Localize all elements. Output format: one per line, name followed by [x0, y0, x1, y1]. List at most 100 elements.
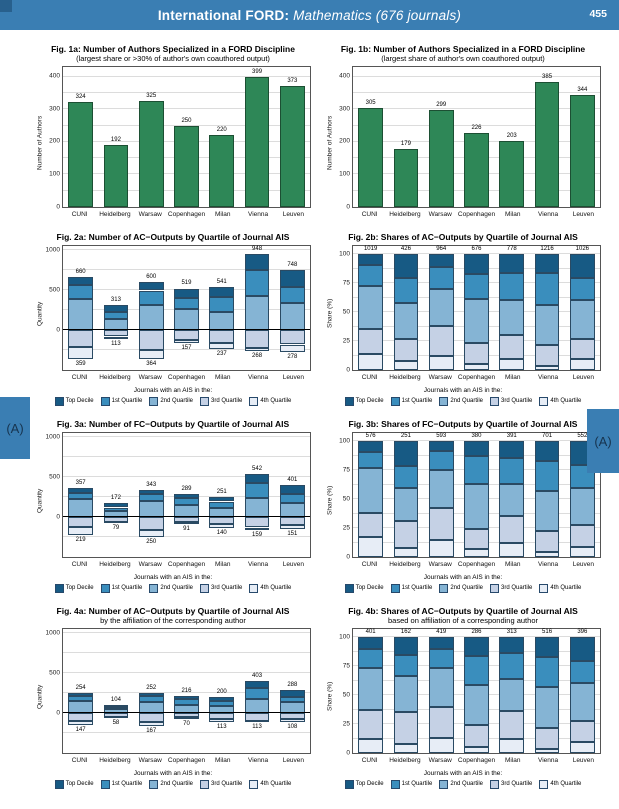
bar-segment-q2 [280, 502, 305, 517]
total-label: 162 [400, 629, 411, 636]
value-label-positive: 289 [181, 485, 192, 492]
bar-segment-q2 [570, 488, 595, 526]
legend-title: Journals with an AIS in the: [423, 387, 503, 394]
legend-swatch-q4 [539, 584, 549, 593]
y-tick-label: 25 [342, 336, 350, 344]
legend-items: Top Decile 1st Quartile 2nd Quartile 3rd Qu… [35, 780, 311, 789]
bar-segment-q1 [499, 458, 525, 484]
bar-segment-q1 [103, 507, 129, 512]
total-label: 778 [506, 246, 517, 253]
legend-label: 2nd Quartile [160, 398, 193, 404]
bar-segment-q3 [358, 329, 383, 354]
legend-label: 3rd Quartile [211, 585, 243, 591]
x-category-label: Warsaw [428, 374, 452, 381]
x-axis-labels: CUNI Heidelberg Warsaw Copenhagen Milan Vienn… [62, 373, 311, 382]
y-axis-label: Quantity [36, 684, 44, 709]
gridline [353, 108, 600, 110]
plot-area: 0 25 50 75 100 401 162 419 286 313 516 396 [339, 628, 601, 755]
bar-group-cuni: 576 [358, 433, 383, 557]
bar-segment-q4 [464, 364, 489, 370]
total-label: 1026 [575, 246, 590, 253]
x-category-label: CUNI [71, 561, 88, 568]
value-label-negative: 113 [216, 724, 227, 731]
bar-segment-green [244, 77, 270, 207]
legend-swatch-q3 [200, 780, 209, 789]
x-category-label: Copenhagen [167, 374, 206, 381]
bar-segment-q3 [280, 713, 305, 719]
bar-segment-q3 [428, 706, 454, 739]
value-label: 373 [287, 77, 298, 84]
legend-items: Top Decile 1st Quartile 2nd Quartile 3rd Qu… [35, 584, 311, 593]
value-label-negative: 113 [252, 724, 262, 731]
bar-group-leuven: 748 278 [280, 246, 305, 370]
legend-swatch-q1 [390, 780, 400, 789]
side-tab-left[interactable]: (A) [0, 397, 30, 459]
figure-2a: Fig. 2a: Number of AC−Outputs by Quartil… [35, 232, 311, 406]
bar-segment-top [103, 304, 129, 313]
legend-item-q4: 4th Quartile [249, 584, 291, 593]
y-tick-label: 0 [346, 365, 350, 373]
legend-swatch-q3 [490, 584, 499, 593]
bar-segment-green [358, 107, 383, 207]
bar-segment-top [570, 254, 595, 278]
side-tab-right[interactable]: (A) [587, 409, 619, 473]
value-label: 299 [436, 101, 447, 108]
bar-segment-top [534, 637, 560, 657]
x-axis-labels: CUNI Heidelberg Warsaw Copenhagen Milan Vienn… [62, 560, 311, 569]
y-tick-label: 500 [49, 285, 60, 293]
legend-item-q3: 3rd Quartile [490, 397, 532, 406]
bar-segment-q4 [570, 546, 595, 557]
value-label-positive: 200 [216, 689, 227, 695]
x-category-label: Heidelberg [389, 211, 421, 218]
bar-group-warsaw: 343 250 [138, 433, 164, 557]
x-category-label: Heidelberg [389, 757, 421, 764]
bar-group-cuni: 660 359 [68, 246, 93, 370]
legend-swatch-q3 [490, 397, 499, 406]
bar-segment-top [68, 277, 93, 285]
bar-segment-green [68, 101, 93, 207]
bar-group-cuni: 324 [68, 67, 93, 207]
bar-segment-q4 [174, 716, 199, 719]
y-tick-label: 75 [342, 465, 350, 473]
bar-segment-top [534, 441, 560, 461]
bar-segment-q4 [534, 552, 560, 557]
total-label: 1216 [540, 246, 554, 253]
gridline [63, 108, 310, 110]
bar-segment-q4 [209, 719, 235, 723]
bar-segment-q1 [103, 312, 129, 320]
bar-group-warsaw: 252 167 [138, 629, 164, 753]
gridline [63, 652, 310, 653]
bar-segment-top [209, 697, 235, 701]
bar-group-warsaw: 325 [138, 67, 164, 207]
total-label: 426 [400, 246, 411, 253]
bar-segment-top [244, 473, 270, 484]
figure-body: Number of Authors 0 100 200 300 400 324 192 325 2… [35, 66, 311, 219]
gridline [63, 476, 310, 477]
legend-label: 4th Quartile [550, 398, 582, 404]
bar-segment-green [393, 148, 419, 207]
plot-wrap: 0 500 1000 357 219 172 79 343 250 289 91 251 140 542 1… [46, 432, 311, 569]
y-tick-label: 0 [346, 748, 350, 756]
bar-segment-q3 [209, 713, 235, 719]
bar-segment-q3 [244, 517, 270, 528]
figure-body: Share (%) 0 25 50 75 100 401 162 419 286 313 516 396… [325, 628, 601, 765]
total-label: 552 [577, 433, 588, 440]
bar-segment-q4 [428, 738, 454, 753]
bar-segment-q1 [534, 460, 560, 491]
x-axis-labels: CUNI Heidelberg Warsaw Copenhagen Milan Vienn… [62, 210, 311, 219]
value-label-positive: 660 [75, 269, 86, 276]
y-tick-label: 200 [339, 137, 350, 145]
y-axis-label: Share (%) [326, 485, 334, 516]
bar-segment-top [209, 496, 235, 502]
bar-segment-q4 [499, 358, 525, 370]
bar-segment-top [358, 637, 383, 649]
value-label: 192 [110, 136, 121, 143]
figure-3a: Fig. 3a: Number of FC−Outputs by Quartil… [35, 419, 311, 593]
legend-swatch-q1 [100, 397, 110, 406]
bar-segment-green [209, 135, 235, 207]
legend-swatch-q3 [490, 780, 499, 789]
bar-group-heidelberg: 313 113 [103, 246, 129, 370]
bar-segment-q2 [393, 675, 419, 712]
figure-subtitle: (largest share or >30% of author's own c… [76, 54, 270, 63]
legend-item-q2: 2nd Quartile [149, 584, 193, 593]
